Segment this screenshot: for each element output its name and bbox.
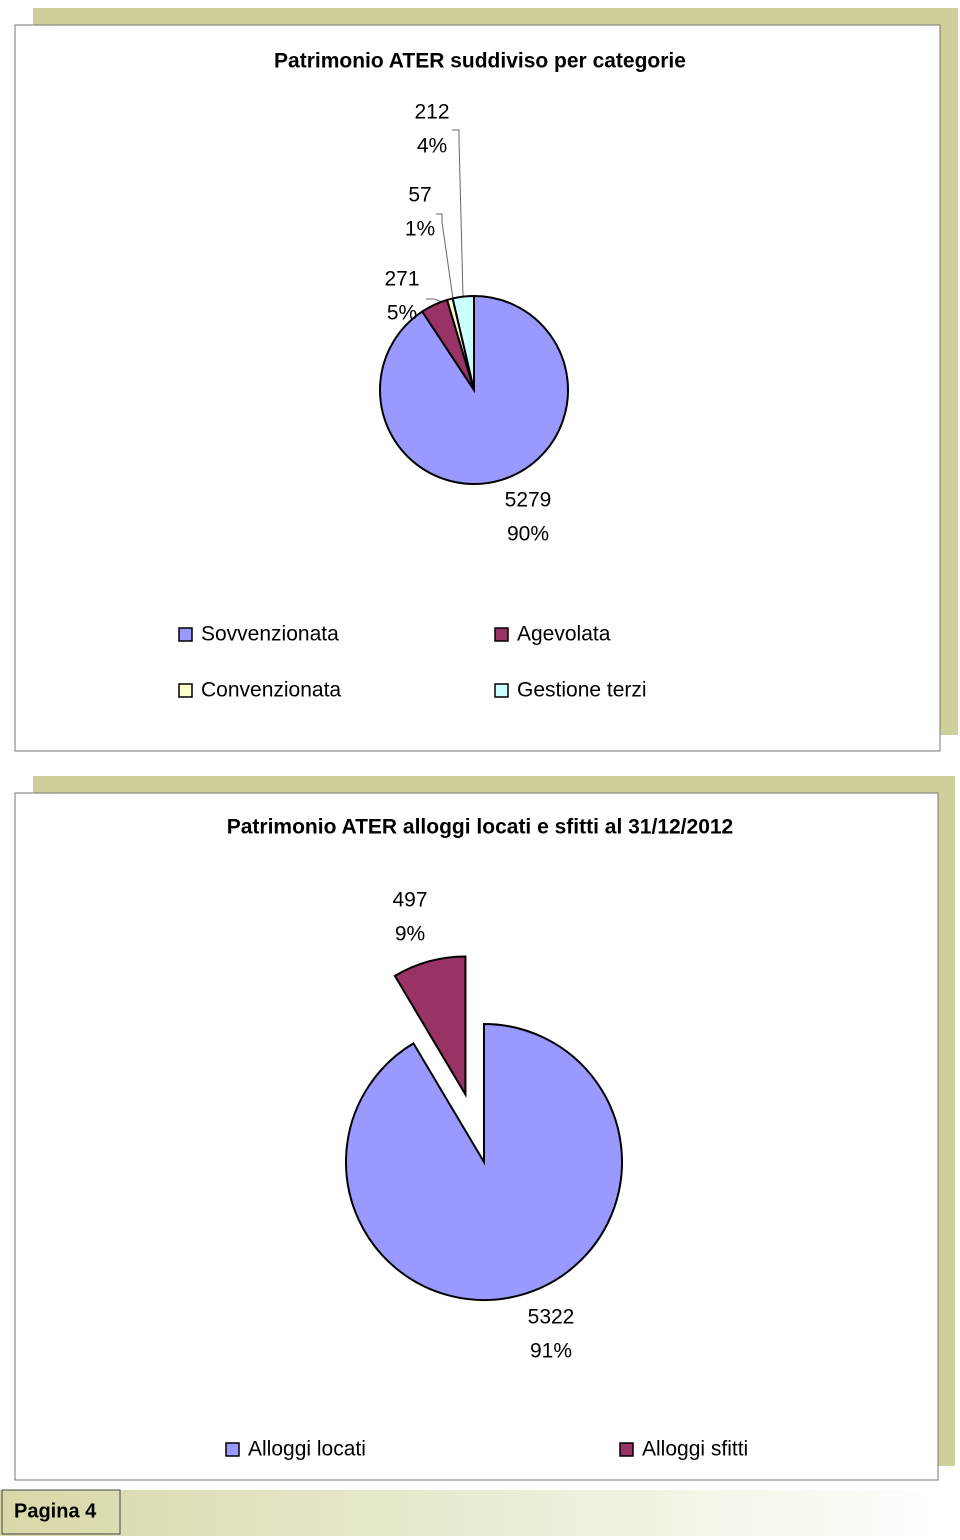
data-label-value: 271 [384, 268, 419, 291]
legend-swatch [619, 1442, 634, 1457]
data-label-value: 5279 [505, 489, 552, 512]
legend-swatch [225, 1442, 240, 1457]
legend-swatch [178, 683, 193, 698]
chart-frame [14, 792, 939, 1481]
data-label-percent: 91% [530, 1340, 572, 1363]
data-label-percent: 90% [507, 523, 549, 546]
data-label-percent: 9% [395, 923, 425, 946]
pie-slice [345, 1022, 623, 1301]
data-label-percent: 5% [387, 302, 417, 325]
legend-label: Convenzionata [201, 679, 341, 702]
data-label-percent: 4% [417, 135, 447, 158]
legend-swatch [494, 627, 509, 642]
footer-bar [0, 1490, 960, 1536]
legend-label: Gestione terzi [517, 679, 647, 702]
footer-box [1, 1489, 121, 1535]
pie-slice [393, 955, 467, 1099]
data-label-value: 212 [414, 101, 449, 124]
chart-title: Patrimonio ATER suddiviso per categorie [274, 50, 686, 73]
chart-title: Patrimonio ATER alloggi locati e sfitti … [227, 816, 733, 839]
legend-label: Alloggi sfitti [642, 1438, 748, 1461]
data-label-value: 57 [408, 184, 431, 207]
legend-label: Sovvenzionata [201, 623, 339, 646]
data-label-percent: 1% [405, 218, 435, 241]
pie-slice [451, 294, 475, 391]
legend-swatch [178, 627, 193, 642]
legend-swatch [494, 683, 509, 698]
data-label-value: 5322 [528, 1306, 575, 1329]
data-label-value: 497 [392, 889, 427, 912]
page-number: Pagina 4 [14, 1500, 97, 1522]
legend-label: Agevolata [517, 623, 611, 646]
legend-label: Alloggi locati [248, 1438, 366, 1461]
